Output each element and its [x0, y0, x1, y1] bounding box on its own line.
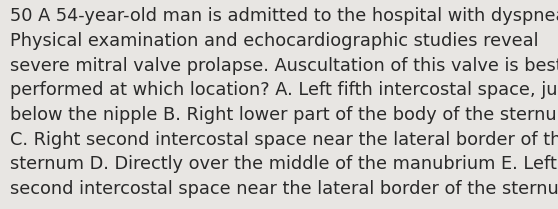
- Text: C. Right second intercostal space near the lateral border of the: C. Right second intercostal space near t…: [10, 131, 558, 149]
- Text: below the nipple B. Right lower part of the body of the sternum: below the nipple B. Right lower part of …: [10, 106, 558, 124]
- Text: performed at which location? A. Left fifth intercostal space, just: performed at which location? A. Left fif…: [10, 81, 558, 99]
- Text: sternum D. Directly over the middle of the manubrium E. Left: sternum D. Directly over the middle of t…: [10, 155, 557, 173]
- Text: 50 A 54-year-old man is admitted to the hospital with dyspnea.: 50 A 54-year-old man is admitted to the …: [10, 7, 558, 25]
- Text: second intercostal space near the lateral border of the sternum: second intercostal space near the latera…: [10, 180, 558, 198]
- Text: severe mitral valve prolapse. Auscultation of this valve is best: severe mitral valve prolapse. Auscultati…: [10, 57, 558, 75]
- Text: Physical examination and echocardiographic studies reveal: Physical examination and echocardiograph…: [10, 32, 538, 50]
